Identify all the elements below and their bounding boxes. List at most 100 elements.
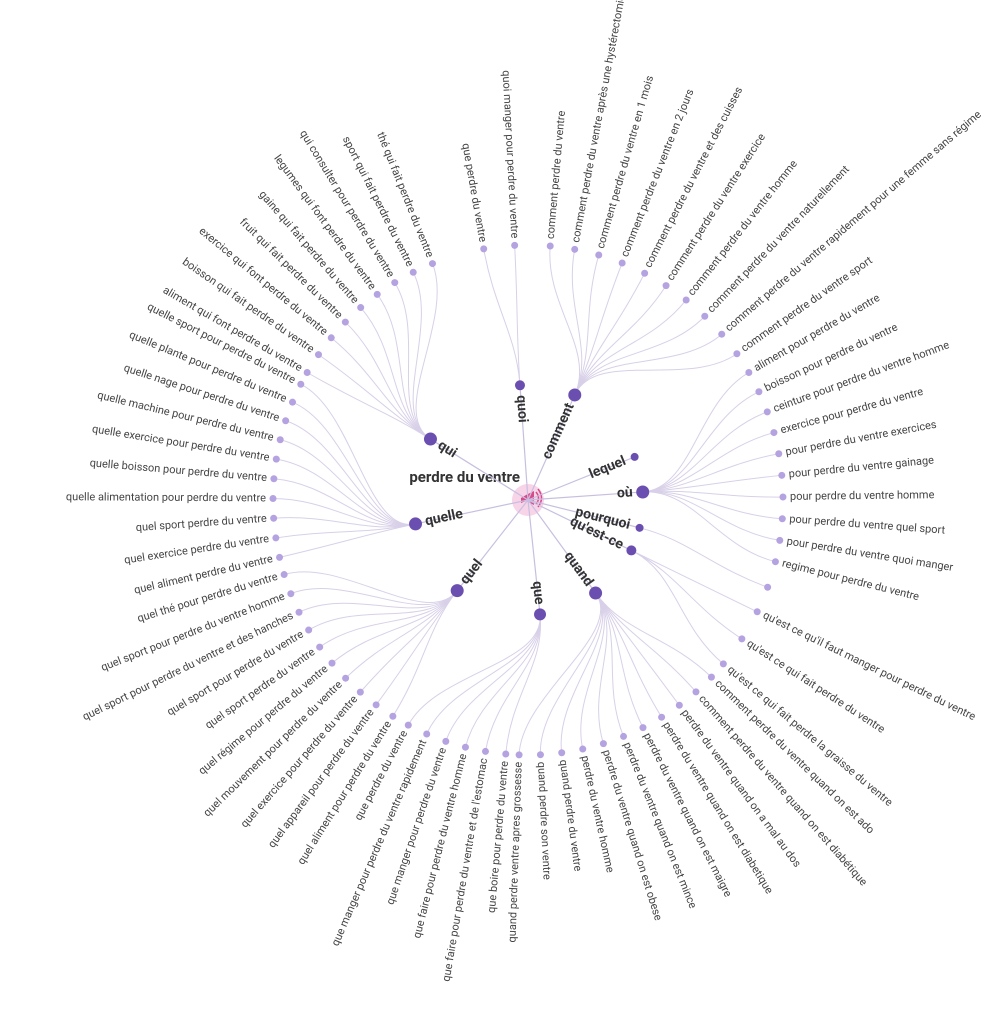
leaf-node [482, 748, 489, 755]
leaf-node [547, 242, 554, 249]
leaf-node [558, 749, 565, 756]
leaf-node [462, 744, 469, 751]
leaf-node [374, 291, 381, 298]
leaf-node [764, 584, 771, 591]
leaf-node [277, 436, 284, 443]
leaf-node [692, 688, 699, 695]
leaf-node [755, 388, 762, 395]
category-label: lequel [587, 453, 628, 482]
category-label: où [616, 484, 633, 501]
category-label: quoi [513, 395, 531, 423]
leaf-node [779, 515, 786, 522]
leaf-node [270, 475, 277, 482]
leaf-node [718, 331, 725, 338]
leaf-label: quelle boisson pour perdre du ventre [89, 456, 267, 484]
category-label: quelle [424, 506, 465, 530]
leaf-label: quand perdre son ventre [535, 761, 554, 880]
leaf-label: quand perdre du ventre [557, 759, 585, 872]
leaf-node [281, 571, 288, 578]
category-node [568, 388, 581, 401]
leaf-label: pour perdre du ventre quel sport [789, 512, 946, 536]
radial-tree-diagram: perdre du ventre comment comment perdre du… [0, 0, 1006, 1024]
leaf-node [776, 537, 783, 544]
leaf-node [282, 417, 289, 424]
leaf-node [701, 313, 708, 320]
leaf-node [502, 751, 509, 758]
leaf-node [276, 554, 283, 561]
leaf-node [658, 714, 665, 721]
leaf-label: comment perdre du ventre après une hysté… [569, 0, 628, 244]
category-node [589, 587, 602, 600]
leaf-node [619, 260, 626, 267]
leaf-node [516, 751, 523, 758]
leaf-label: pour perdre du ventre gainage [788, 453, 935, 480]
category-node [631, 453, 639, 461]
leaf-node [342, 675, 349, 682]
leaf-node [600, 740, 607, 747]
leaf-node [329, 660, 336, 667]
leaf-node [778, 472, 785, 479]
leaf-node [342, 319, 349, 326]
leaf-label: comment perdre du ventre [544, 110, 568, 240]
category-node [409, 517, 422, 530]
leaf-label: que perdre du ventre [459, 142, 489, 243]
leaf-node [272, 534, 279, 541]
leaf-node [537, 751, 544, 758]
edges [273, 245, 783, 754]
leaf-node [779, 494, 786, 501]
category-label: qui [435, 437, 460, 461]
category-node [636, 524, 644, 532]
leaf-label: quelle alimentation pour perdre du ventr… [66, 490, 266, 504]
leaf-node [287, 590, 294, 597]
leaf-node [391, 279, 398, 286]
category-label: que [529, 580, 547, 605]
leaf-node [595, 252, 602, 259]
category-node [515, 380, 525, 390]
leaf-label: comment perdre du ventre quand on est di… [696, 692, 870, 888]
category-node [424, 433, 437, 446]
category-node [451, 584, 464, 597]
leaf-node [641, 270, 648, 277]
leaf-node [579, 746, 586, 753]
leaf-node [571, 246, 578, 253]
leaf-node [775, 450, 782, 457]
leaf-node [316, 644, 323, 651]
leaf-label: quel sport perdre du ventre [135, 512, 267, 534]
leaf-label: quoi manger pour perdre du ventre [500, 70, 522, 239]
leaf-node [480, 245, 487, 252]
leaf-node [296, 609, 303, 616]
leaf-label: pour perdre du ventre homme [790, 488, 935, 503]
leaf-node [676, 702, 683, 709]
leaf-node [745, 369, 752, 376]
leaf-node [720, 660, 727, 667]
leaf-node [770, 429, 777, 436]
leaf-node [357, 689, 364, 696]
leaf-node [357, 304, 364, 311]
leaf-node [772, 558, 779, 565]
leaf-node [511, 242, 518, 249]
leaf-node [273, 456, 280, 463]
leaf-node [754, 608, 761, 615]
leaf-node [373, 701, 380, 708]
category-label: quel [457, 556, 486, 587]
center-label: perdre du ventre [409, 468, 520, 486]
leaf-node [304, 369, 311, 376]
leaf-node [270, 515, 277, 522]
leaf-node [708, 674, 715, 681]
leaf-node [620, 733, 627, 740]
leaf-node [270, 495, 277, 502]
leaf-node [429, 260, 436, 267]
leaf-node [733, 350, 740, 357]
leaf-node [764, 408, 771, 415]
category-node [626, 545, 636, 555]
leaf-node [423, 731, 430, 738]
category-label: comment [539, 400, 578, 461]
leaf-node [297, 381, 304, 388]
category-label: quand [561, 549, 597, 590]
category-node [636, 485, 649, 498]
leaf-node [663, 282, 670, 289]
leaf-node [442, 738, 449, 745]
category-node [534, 608, 546, 620]
leaf-node [405, 722, 412, 729]
leaf-node [410, 269, 417, 276]
